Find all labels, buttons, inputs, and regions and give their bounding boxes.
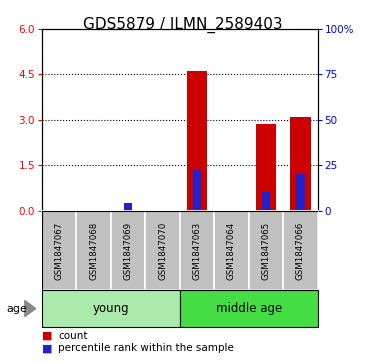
Bar [193, 170, 201, 211]
Text: GSM1847066: GSM1847066 [296, 221, 305, 280]
Text: ■: ■ [42, 331, 53, 341]
Text: percentile rank within the sample: percentile rank within the sample [58, 343, 234, 354]
Text: GSM1847068: GSM1847068 [89, 221, 98, 280]
Bar [42, 211, 76, 290]
Bar [296, 174, 305, 211]
Bar [255, 124, 276, 211]
Text: count: count [58, 331, 88, 341]
Bar [76, 211, 111, 290]
Text: young: young [93, 302, 129, 315]
Bar [145, 211, 180, 290]
Text: ■: ■ [42, 343, 53, 354]
Bar [249, 211, 283, 290]
Text: age: age [7, 303, 27, 314]
Text: middle age: middle age [215, 302, 282, 315]
Bar [180, 211, 214, 290]
Bar [262, 192, 270, 211]
Bar [187, 72, 207, 211]
Bar [283, 211, 318, 290]
Text: GSM1847069: GSM1847069 [124, 221, 132, 280]
Bar [290, 117, 311, 211]
Text: GDS5879 / ILMN_2589403: GDS5879 / ILMN_2589403 [83, 16, 282, 33]
Bar [124, 203, 132, 211]
Bar [180, 290, 318, 327]
Text: GSM1847067: GSM1847067 [55, 221, 64, 280]
Text: GSM1847065: GSM1847065 [261, 221, 270, 280]
Bar [214, 211, 249, 290]
Text: GSM1847064: GSM1847064 [227, 221, 236, 280]
Bar [111, 211, 145, 290]
Bar [42, 290, 180, 327]
Text: GSM1847063: GSM1847063 [192, 221, 201, 280]
Polygon shape [25, 301, 36, 317]
Text: GSM1847070: GSM1847070 [158, 221, 167, 280]
